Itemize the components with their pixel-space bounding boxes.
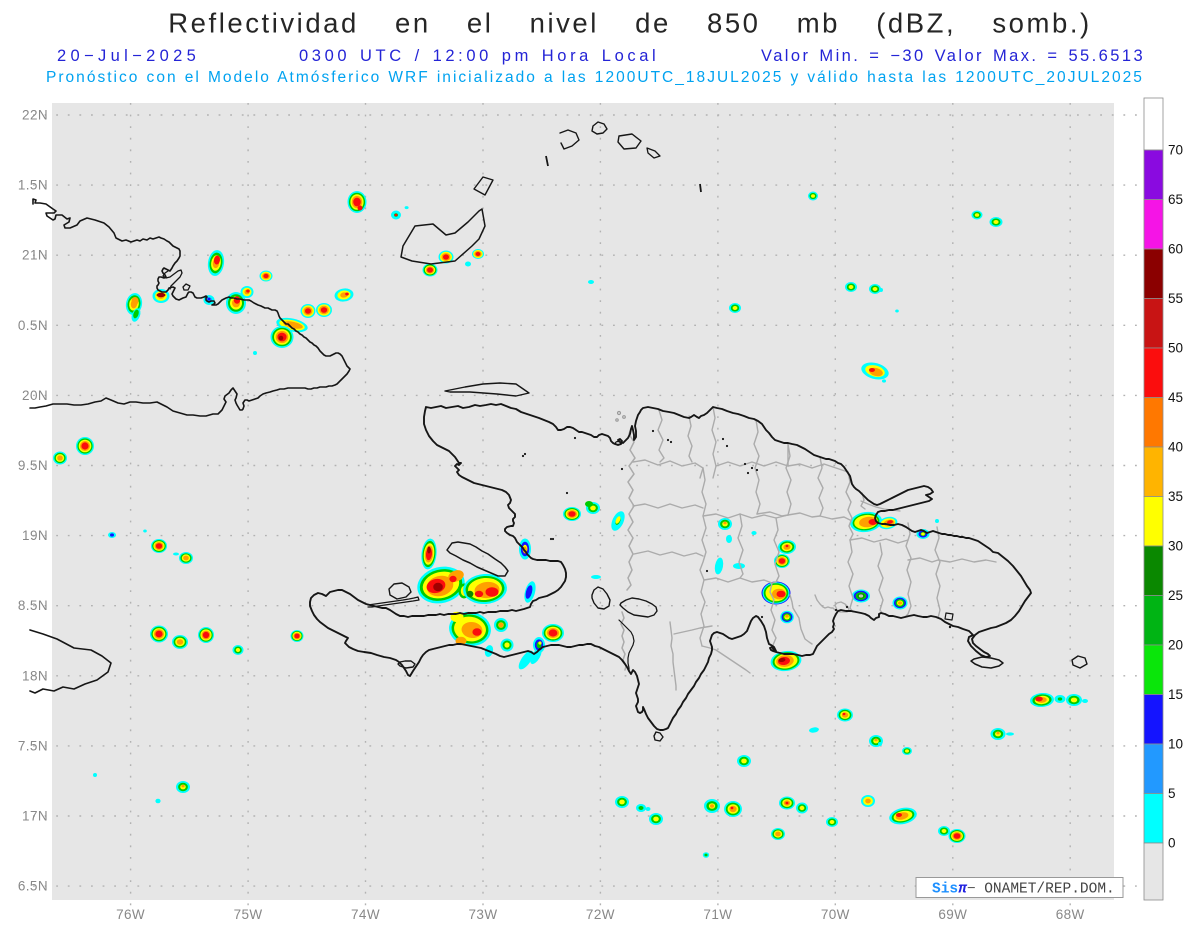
svg-text:35: 35 xyxy=(1168,489,1183,504)
svg-text:74W: 74W xyxy=(351,907,380,922)
svg-text:70W: 70W xyxy=(821,907,850,922)
svg-text:5: 5 xyxy=(1168,786,1176,801)
svg-text:72W: 72W xyxy=(586,907,615,922)
svg-text:20−Jul−2025: 20−Jul−2025 xyxy=(57,47,200,65)
svg-text:8.5N: 8.5N xyxy=(18,598,48,613)
svg-text:76W: 76W xyxy=(116,907,145,922)
svg-text:71W: 71W xyxy=(703,907,732,922)
svg-text:Valor Min. = −30 Valor Max. =: Valor Min. = −30 Valor Max. = 55.6513 xyxy=(761,47,1145,65)
svg-text:25: 25 xyxy=(1168,588,1183,603)
svg-text:60: 60 xyxy=(1168,242,1183,257)
svg-text:50: 50 xyxy=(1168,341,1183,356)
svg-text:1.5N: 1.5N xyxy=(18,178,48,193)
svg-text:10: 10 xyxy=(1168,737,1183,752)
svg-text:75W: 75W xyxy=(234,907,263,922)
svg-text:69W: 69W xyxy=(938,907,967,922)
svg-text:Pronóstico con el Modelo Atmós: Pronóstico con el Modelo Atmósferico WRF… xyxy=(46,69,1144,86)
svg-text:73W: 73W xyxy=(469,907,498,922)
svg-text:55: 55 xyxy=(1168,291,1183,306)
svg-text:9.5N: 9.5N xyxy=(18,458,48,473)
svg-text:20N: 20N xyxy=(22,388,48,403)
svg-text:21N: 21N xyxy=(22,248,48,263)
svg-text:70: 70 xyxy=(1168,143,1183,158)
svg-text:18N: 18N xyxy=(22,668,48,683)
svg-text:30: 30 xyxy=(1168,539,1183,554)
svg-text:65: 65 xyxy=(1168,192,1183,207)
svg-text:0300 UTC / 12:00 pm Hora Local: 0300 UTC / 12:00 pm Hora Local xyxy=(299,47,659,65)
svg-text:68W: 68W xyxy=(1056,907,1085,922)
svg-text:Reflectividad en el nivel de 8: Reflectividad en el nivel de 850 mb (dBZ… xyxy=(168,8,1091,39)
svg-text:20: 20 xyxy=(1168,638,1183,653)
svg-text:6.5N: 6.5N xyxy=(18,879,48,894)
svg-text:40: 40 xyxy=(1168,440,1183,455)
svg-text:15: 15 xyxy=(1168,687,1183,702)
svg-text:0.5N: 0.5N xyxy=(18,318,48,333)
svg-text:19N: 19N xyxy=(22,528,48,543)
svg-text:7.5N: 7.5N xyxy=(18,738,48,753)
svg-text:Sisπ− ONAMET/REP.DOM.: Sisπ− ONAMET/REP.DOM. xyxy=(932,882,1115,898)
svg-text:17N: 17N xyxy=(22,809,48,824)
svg-text:22N: 22N xyxy=(22,108,48,123)
svg-text:0: 0 xyxy=(1168,836,1176,851)
svg-text:45: 45 xyxy=(1168,390,1183,405)
